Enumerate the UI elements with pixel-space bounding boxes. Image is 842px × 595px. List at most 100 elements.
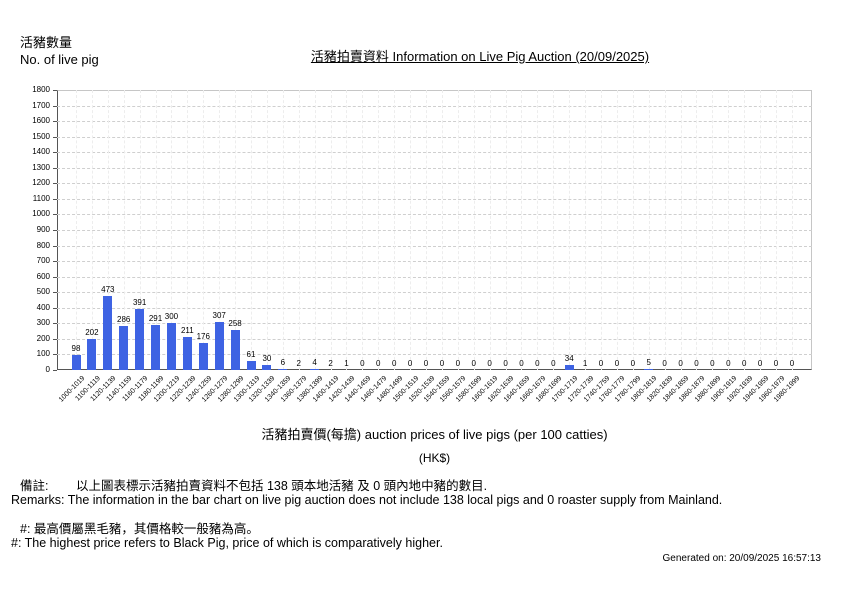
x-gridline bbox=[648, 90, 650, 370]
y-tick-mark bbox=[53, 354, 57, 356]
y-gridline bbox=[57, 121, 812, 123]
bar-value-label: 0 bbox=[519, 359, 524, 368]
y-gridline bbox=[57, 323, 812, 325]
x-gridline bbox=[266, 90, 268, 370]
bar-value-label: 34 bbox=[564, 354, 574, 363]
bar-value-label: 258 bbox=[228, 319, 242, 328]
y-tick-label: 800 bbox=[36, 240, 50, 250]
bar bbox=[182, 337, 192, 370]
x-gridline bbox=[712, 90, 714, 370]
bar-value-label: 0 bbox=[376, 359, 381, 368]
bar-value-label: 4 bbox=[312, 358, 317, 367]
y-tick-label: 1300 bbox=[32, 162, 50, 172]
bar-value-label: 176 bbox=[196, 332, 210, 341]
y-tick-mark bbox=[53, 121, 57, 123]
remark-chinese-text: 以上圖表標示活豬拍賣資料不包括 138 頭本地活豬 及 0 頭內地中豬的數目. bbox=[76, 479, 488, 493]
bar bbox=[151, 325, 161, 370]
bar bbox=[278, 369, 288, 370]
y-tick-label: 100 bbox=[36, 349, 50, 359]
y-tick-label: 1500 bbox=[32, 131, 50, 141]
bar-value-label: 0 bbox=[773, 359, 779, 368]
bar bbox=[310, 369, 320, 370]
y-tick-label: 0 bbox=[45, 365, 50, 374]
x-gridline bbox=[394, 90, 396, 370]
y-tick-label: 200 bbox=[36, 333, 50, 343]
x-gridline bbox=[616, 90, 618, 370]
y-axis-label-chinese: 活豬數量 bbox=[20, 35, 73, 50]
note-black-pig-chinese: #: 最高價屬黑毛豬，其價格較一般豬為高。 bbox=[20, 522, 259, 536]
x-gridline bbox=[776, 90, 778, 370]
bar bbox=[119, 326, 129, 370]
y-tick-mark bbox=[53, 338, 57, 340]
x-gridline bbox=[314, 90, 316, 370]
bar-value-label: 0 bbox=[662, 359, 667, 368]
y-tick-mark bbox=[53, 370, 57, 371]
y-tick-mark bbox=[53, 276, 57, 278]
x-gridline bbox=[107, 90, 109, 370]
bar-value-label: 0 bbox=[423, 359, 429, 368]
x-gridline bbox=[76, 90, 77, 370]
bar-value-label: 0 bbox=[630, 359, 636, 368]
bar bbox=[246, 361, 256, 370]
y-tick-mark bbox=[53, 152, 57, 154]
y-tick-label: 1600 bbox=[32, 116, 50, 126]
y-tick-mark bbox=[53, 292, 57, 294]
bar-value-label: 5 bbox=[646, 358, 651, 367]
bar-value-label: 286 bbox=[117, 315, 131, 324]
x-gridline bbox=[489, 90, 491, 370]
x-gridline bbox=[426, 90, 428, 370]
bar-value-label: 0 bbox=[391, 359, 397, 368]
bar bbox=[103, 296, 113, 370]
y-gridline bbox=[57, 307, 812, 309]
y-gridline bbox=[57, 136, 812, 138]
y-gridline bbox=[57, 292, 812, 294]
y-gridline bbox=[57, 261, 812, 263]
bar-value-label: 0 bbox=[710, 359, 715, 368]
y-tick-label: 1000 bbox=[32, 209, 50, 219]
y-gridline bbox=[57, 230, 812, 231]
y-tick-mark bbox=[53, 307, 57, 309]
x-gridline bbox=[569, 90, 571, 370]
x-gridline bbox=[585, 90, 587, 370]
bar-value-label: 0 bbox=[360, 359, 365, 368]
x-gridline bbox=[744, 90, 746, 370]
bar-value-label: 291 bbox=[148, 314, 163, 323]
y-tick-mark bbox=[53, 230, 57, 231]
y-gridline bbox=[57, 167, 812, 169]
x-gridline bbox=[251, 90, 252, 370]
bar-value-label: 0 bbox=[455, 359, 461, 368]
x-gridline bbox=[680, 90, 682, 370]
bar-value-label: 2 bbox=[296, 359, 301, 368]
bar-value-label: 0 bbox=[598, 359, 604, 368]
y-gridline bbox=[57, 105, 812, 107]
x-gridline bbox=[298, 90, 300, 370]
x-gridline bbox=[203, 90, 205, 370]
x-gridline bbox=[235, 90, 237, 370]
x-gridline bbox=[346, 90, 348, 370]
bar-value-label: 0 bbox=[487, 359, 492, 368]
bar-value-label: 202 bbox=[85, 328, 99, 337]
remark-chinese: 備註: 以上圖表標示活豬拍賣資料不包括 138 頭本地活豬 及 0 頭內地中豬的數… bbox=[20, 475, 487, 494]
x-gridline bbox=[441, 90, 443, 370]
y-tick-label: 300 bbox=[36, 318, 50, 328]
y-tick-label: 1400 bbox=[32, 147, 50, 157]
x-gridline bbox=[155, 90, 157, 370]
y-gridline bbox=[57, 276, 812, 278]
y-gridline bbox=[57, 338, 812, 340]
y-gridline bbox=[57, 214, 812, 216]
y-axis-label-english: No. of live pig bbox=[20, 52, 99, 67]
x-gridline bbox=[505, 90, 507, 370]
bar-value-label: 2 bbox=[328, 359, 333, 368]
x-gridline bbox=[378, 90, 380, 370]
y-gridline bbox=[57, 183, 812, 185]
y-tick-label: 500 bbox=[36, 287, 50, 297]
x-gridline bbox=[728, 90, 730, 370]
y-tick-mark bbox=[53, 214, 57, 216]
generated-timestamp: Generated on: 20/09/2025 16:57:13 bbox=[662, 553, 821, 564]
y-gridline bbox=[57, 354, 812, 356]
bar-value-label: 307 bbox=[212, 311, 226, 320]
x-gridline bbox=[139, 90, 141, 370]
y-tick-mark bbox=[53, 105, 57, 107]
x-gridline bbox=[123, 90, 125, 370]
x-gridline bbox=[791, 90, 793, 370]
